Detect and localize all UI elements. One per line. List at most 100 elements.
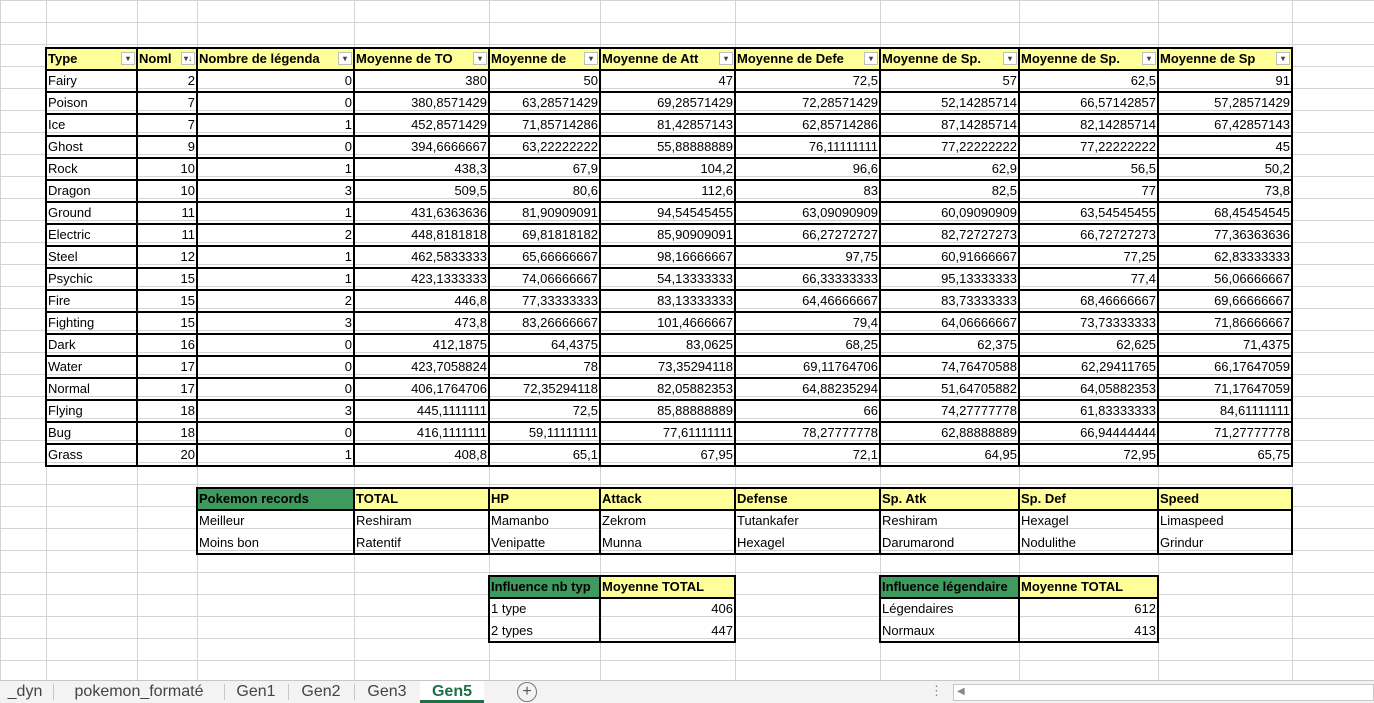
value-cell[interactable]: 59,11111111 bbox=[528, 425, 598, 440]
value-cell[interactable]: 66,57142857 bbox=[1080, 95, 1156, 110]
value-cell[interactable]: 66,33333333 bbox=[802, 271, 878, 286]
records-cell[interactable]: Tutankafer bbox=[737, 513, 799, 528]
type-cell[interactable]: Fighting bbox=[48, 315, 95, 330]
value-cell[interactable]: 69,81818182 bbox=[522, 227, 598, 242]
value-cell[interactable]: 62,9 bbox=[991, 161, 1017, 176]
value-cell[interactable]: 68,45454545 bbox=[1214, 205, 1290, 220]
value-cell[interactable]: 0 bbox=[344, 73, 352, 88]
value-cell[interactable]: 83 bbox=[863, 183, 878, 198]
value-cell[interactable]: 62,375 bbox=[977, 337, 1017, 352]
records-cell[interactable]: Hexagel bbox=[1021, 513, 1069, 528]
filter-dropdown-icon[interactable]: ▾ bbox=[1276, 52, 1290, 65]
value-cell[interactable]: 77,22222222 bbox=[941, 139, 1017, 154]
value-cell[interactable]: 2 bbox=[344, 227, 352, 242]
value-cell[interactable]: 78,27777778 bbox=[802, 425, 878, 440]
type-cell[interactable]: Rock bbox=[48, 161, 78, 176]
value-cell[interactable]: 63,09090909 bbox=[802, 205, 878, 220]
value-cell[interactable]: 82,72727273 bbox=[941, 227, 1017, 242]
value-cell[interactable]: 73,35294118 bbox=[658, 359, 733, 374]
value-cell[interactable]: 50,2 bbox=[1264, 161, 1290, 176]
legendary-influence-cell[interactable]: Normaux bbox=[882, 623, 935, 638]
filter-dropdown-icon[interactable]: ▾ bbox=[338, 52, 352, 65]
value-cell[interactable]: 78 bbox=[583, 359, 598, 374]
value-cell[interactable]: 412,1875 bbox=[432, 337, 487, 352]
column-header[interactable]: Type ▾ bbox=[46, 48, 137, 70]
value-cell[interactable]: 81,42857143 bbox=[657, 117, 733, 132]
value-cell[interactable]: 83,73333333 bbox=[941, 293, 1017, 308]
value-cell[interactable]: 56,06666667 bbox=[1214, 271, 1290, 286]
add-sheet-icon[interactable]: + bbox=[517, 682, 537, 702]
value-cell[interactable]: 62,29411765 bbox=[1081, 359, 1156, 374]
value-cell[interactable]: 77,25 bbox=[1123, 249, 1156, 264]
value-cell[interactable]: 1 bbox=[344, 117, 352, 132]
value-cell[interactable]: 0 bbox=[344, 359, 352, 374]
value-cell[interactable]: 64,46666667 bbox=[802, 293, 878, 308]
types-influence-cell[interactable]: 2 types bbox=[491, 623, 533, 638]
value-cell[interactable]: 104,2 bbox=[700, 161, 733, 176]
value-cell[interactable]: 17 bbox=[180, 359, 195, 374]
value-cell[interactable]: 67,95 bbox=[700, 447, 733, 462]
type-cell[interactable]: Normal bbox=[48, 381, 90, 396]
filter-dropdown-icon[interactable]: ▾ bbox=[584, 52, 598, 65]
value-cell[interactable]: 65,75 bbox=[1257, 447, 1290, 462]
records-cell[interactable]: Darumarond bbox=[882, 535, 955, 550]
value-cell[interactable]: 77,36363636 bbox=[1214, 227, 1290, 242]
value-cell[interactable]: 1 bbox=[344, 161, 352, 176]
column-header[interactable]: Moyenne de ▾ bbox=[489, 48, 600, 70]
sheet-tab-pokemon-formate[interactable]: pokemon_formaté bbox=[74, 683, 204, 700]
value-cell[interactable]: 0 bbox=[344, 381, 352, 396]
value-cell[interactable]: 20 bbox=[180, 447, 195, 462]
tab-splitter-icon[interactable]: ⋮ bbox=[930, 683, 943, 698]
value-cell[interactable]: 62,85714286 bbox=[802, 117, 878, 132]
column-header[interactable]: Moyenne de Sp ▾ bbox=[1158, 48, 1292, 70]
value-cell[interactable]: 423,1333333 bbox=[411, 271, 487, 286]
value-cell[interactable]: 445,1111111 bbox=[416, 403, 487, 418]
value-cell[interactable]: 11 bbox=[181, 205, 196, 220]
records-header[interactable]: Sp. Atk bbox=[880, 488, 1019, 510]
value-cell[interactable]: 83,26666667 bbox=[522, 315, 598, 330]
types-influence-header[interactable]: Moyenne TOTAL bbox=[600, 576, 735, 598]
value-cell[interactable]: 101,4666667 bbox=[657, 315, 733, 330]
column-header[interactable]: Moyenne de Sp. ▾ bbox=[1019, 48, 1158, 70]
records-header[interactable]: HP bbox=[489, 488, 600, 510]
value-cell[interactable]: 82,5 bbox=[991, 183, 1017, 198]
records-cell[interactable]: Nodulithe bbox=[1021, 535, 1076, 550]
value-cell[interactable]: 438,3 bbox=[454, 161, 487, 176]
value-cell[interactable]: 81,90909091 bbox=[522, 205, 598, 220]
value-cell[interactable]: 57,28571429 bbox=[1214, 95, 1290, 110]
value-cell[interactable]: 68,46666667 bbox=[1080, 293, 1156, 308]
records-cell[interactable]: Mamanbo bbox=[491, 513, 549, 528]
horizontal-scrollbar[interactable] bbox=[953, 684, 1374, 701]
column-header[interactable]: Noml ▾↓ bbox=[137, 48, 197, 70]
value-cell[interactable]: 63,28571429 bbox=[522, 95, 598, 110]
value-cell[interactable]: 3 bbox=[344, 403, 352, 418]
legendary-influence-cell[interactable]: Légendaires bbox=[882, 601, 954, 616]
value-cell[interactable]: 431,6363636 bbox=[411, 205, 487, 220]
sheet-tab-gen3[interactable]: Gen3 bbox=[367, 683, 407, 700]
scroll-left-icon[interactable]: ◀ bbox=[957, 686, 965, 697]
value-cell[interactable]: 76,11111111 bbox=[808, 139, 878, 154]
value-cell[interactable]: 64,4375 bbox=[551, 337, 598, 352]
column-header[interactable]: Moyenne de Att ▾ bbox=[600, 48, 735, 70]
legendary-influence-cell[interactable]: 413 bbox=[1134, 623, 1156, 638]
value-cell[interactable]: 11 bbox=[181, 227, 196, 242]
value-cell[interactable]: 406,1764706 bbox=[411, 381, 487, 396]
type-cell[interactable]: Bug bbox=[48, 425, 72, 440]
value-cell[interactable]: 80,6 bbox=[572, 183, 598, 198]
value-cell[interactable]: 72,5 bbox=[852, 73, 878, 88]
value-cell[interactable]: 72,95 bbox=[1123, 447, 1156, 462]
value-cell[interactable]: 380 bbox=[465, 73, 487, 88]
value-cell[interactable]: 52,14285714 bbox=[941, 95, 1017, 110]
value-cell[interactable]: 56,5 bbox=[1130, 161, 1156, 176]
value-cell[interactable]: 47 bbox=[718, 73, 733, 88]
type-cell[interactable]: Fairy bbox=[48, 73, 77, 88]
type-cell[interactable]: Psychic bbox=[48, 271, 93, 286]
type-cell[interactable]: Dark bbox=[48, 337, 76, 352]
value-cell[interactable]: 72,5 bbox=[572, 403, 598, 418]
value-cell[interactable]: 77,22222222 bbox=[1080, 139, 1156, 154]
value-cell[interactable]: 2 bbox=[344, 293, 352, 308]
value-cell[interactable]: 73,8 bbox=[1264, 183, 1290, 198]
value-cell[interactable]: 72,1 bbox=[852, 447, 878, 462]
value-cell[interactable]: 54,13333333 bbox=[657, 271, 733, 286]
value-cell[interactable]: 82,14285714 bbox=[1080, 117, 1156, 132]
